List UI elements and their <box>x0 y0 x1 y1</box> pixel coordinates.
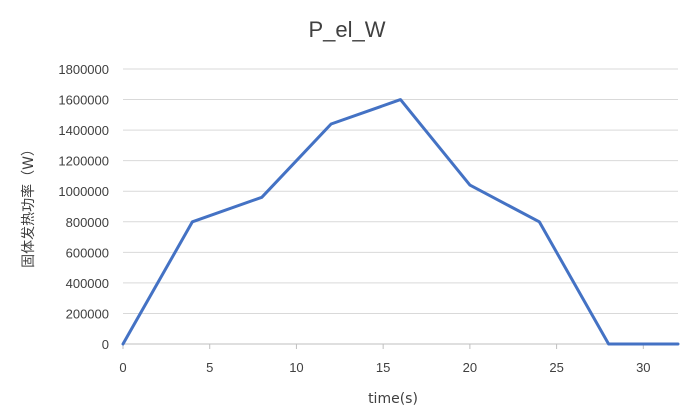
series-line <box>121 98 680 346</box>
x-axis-label: time(s) <box>368 391 418 407</box>
x-tick-label: 20 <box>463 360 477 375</box>
y-tick-label: 600000 <box>66 245 109 260</box>
chart-title: P_el_W <box>308 17 385 42</box>
y-tick-label: 200000 <box>66 306 109 321</box>
y-tick-label: 1000000 <box>58 184 109 199</box>
x-tick-label: 25 <box>549 360 563 375</box>
x-tick-labels: 0 5 10 15 20 25 30 <box>119 344 651 375</box>
y-axis-label: 固体发热功率（W） <box>20 142 37 268</box>
x-tick-label: 5 <box>206 360 213 375</box>
y-tick-label: 1800000 <box>58 62 109 77</box>
x-tick-label: 10 <box>289 360 303 375</box>
y-tick-label: 1200000 <box>58 154 109 169</box>
y-tick-label: 400000 <box>66 276 109 291</box>
y-tick-label: 800000 <box>66 215 109 230</box>
x-tick-label: 30 <box>636 360 650 375</box>
series-layer <box>121 98 680 346</box>
gridlines <box>123 68 678 345</box>
x-tick-label: 15 <box>376 360 390 375</box>
y-tick-label: 1400000 <box>58 123 109 138</box>
x-tick-label: 0 <box>119 360 126 375</box>
y-tick-label: 0 <box>102 337 109 352</box>
y-tick-label: 1600000 <box>58 93 109 108</box>
y-tick-labels: 0 200000 400000 600000 800000 1000000 1200000 1… <box>58 62 109 352</box>
